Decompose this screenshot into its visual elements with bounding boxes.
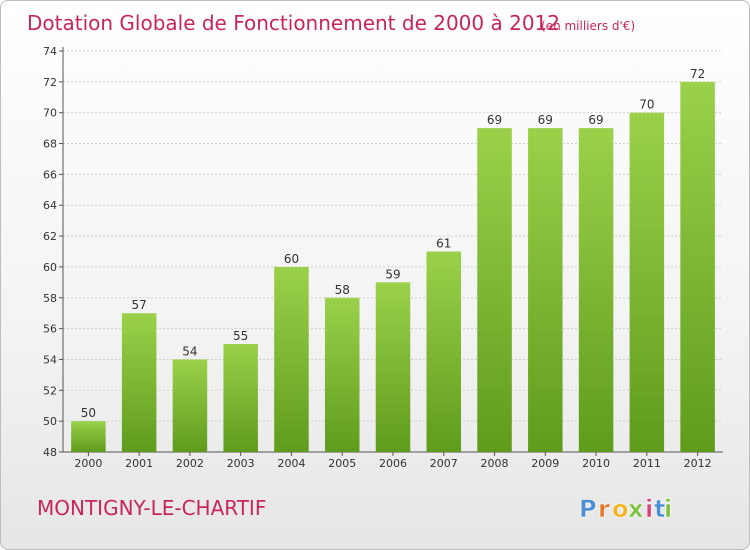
data-label: 72 [690, 67, 705, 81]
x-tick-label: 2002 [176, 457, 204, 470]
y-tick-label: 72 [43, 76, 57, 89]
y-tick-label: 56 [43, 323, 57, 336]
y-tick-label: 74 [43, 45, 57, 58]
y-tick-label: 68 [43, 138, 57, 151]
data-label: 58 [335, 283, 350, 297]
logo-letter: o [612, 495, 629, 523]
x-tick-label: 2006 [379, 457, 407, 470]
axes: 48 50 52 54 56 58 60 62 64 66 68 70 72 74 [43, 45, 723, 459]
data-label: 60 [284, 252, 299, 266]
logo-letter: P [579, 495, 597, 523]
chart-subtitle: (en milliers d'€) [541, 19, 635, 33]
data-label: 70 [639, 98, 654, 112]
y-tick-label: 48 [43, 446, 57, 459]
x-tick-label: 2008 [481, 457, 509, 470]
bar [680, 81, 715, 452]
x-tick-label: 2001 [125, 457, 153, 470]
bar [324, 297, 360, 452]
data-label: 55 [233, 329, 248, 343]
data-label: 59 [385, 267, 400, 281]
data-label: 57 [132, 298, 147, 312]
chart-title: Dotation Globale de Fonctionnement de 20… [27, 11, 560, 35]
commune-name: MONTIGNY-LE-CHARTIF [37, 496, 266, 520]
bar [528, 128, 563, 452]
logo-letter: x [628, 495, 644, 523]
x-tick-label: 2012 [684, 457, 712, 470]
y-tick-label: 58 [43, 292, 57, 305]
logo-letter: i [664, 495, 672, 523]
x-tick-label: 2007 [430, 457, 458, 470]
y-tick-label: 66 [43, 168, 57, 181]
labels: 50 2000 57 2001 54 2002 55 2003 60 2004 58 2005 59 20… [74, 67, 711, 470]
y-tick-label: 60 [43, 261, 57, 274]
x-tick-label: 2003 [227, 457, 255, 470]
y-tick-label: 64 [43, 199, 57, 212]
data-label: 61 [436, 237, 451, 251]
y-tick-label: 54 [43, 353, 57, 366]
bar [223, 344, 258, 452]
bar [477, 128, 512, 452]
data-label: 69 [487, 113, 502, 127]
bars [71, 81, 715, 452]
logo-letter: t [654, 495, 665, 523]
y-tick-label: 50 [43, 415, 57, 428]
bar [121, 313, 157, 452]
data-label: 69 [538, 113, 553, 127]
bar [172, 359, 208, 452]
data-label: 69 [588, 113, 603, 127]
x-tick-label: 2011 [633, 457, 661, 470]
bar [71, 421, 106, 452]
y-tick-label: 62 [43, 230, 57, 243]
data-label: 54 [182, 344, 197, 358]
x-tick-label: 2009 [531, 457, 559, 470]
x-tick-label: 2005 [328, 457, 356, 470]
bar [629, 112, 665, 452]
x-tick-label: 2010 [582, 457, 610, 470]
logo-letter: r [598, 495, 610, 523]
bar [274, 266, 309, 452]
x-tick-label: 2004 [277, 457, 305, 470]
y-tick-label: 52 [43, 384, 57, 397]
x-tick-label: 2000 [74, 457, 102, 470]
bar [375, 282, 411, 452]
bar [578, 128, 614, 452]
logo-letter: i [645, 495, 653, 523]
y-tick-label: 70 [43, 107, 57, 120]
data-label: 50 [81, 406, 96, 420]
bar [426, 251, 462, 452]
